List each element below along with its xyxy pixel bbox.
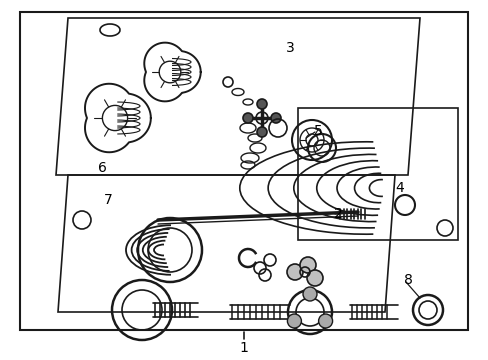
Circle shape bbox=[287, 314, 301, 328]
Text: 7: 7 bbox=[103, 193, 112, 207]
Text: 3: 3 bbox=[285, 41, 294, 55]
Text: 1: 1 bbox=[239, 341, 248, 355]
Circle shape bbox=[318, 314, 332, 328]
Text: 2: 2 bbox=[333, 207, 342, 221]
Circle shape bbox=[299, 257, 315, 273]
Circle shape bbox=[303, 287, 316, 301]
Circle shape bbox=[243, 113, 252, 123]
Circle shape bbox=[270, 113, 281, 123]
Circle shape bbox=[286, 264, 303, 280]
Text: 4: 4 bbox=[395, 181, 404, 195]
Text: 6: 6 bbox=[98, 161, 106, 175]
Text: 8: 8 bbox=[403, 273, 411, 287]
Circle shape bbox=[257, 127, 266, 137]
Text: 5: 5 bbox=[313, 124, 322, 138]
Circle shape bbox=[306, 270, 323, 286]
Bar bbox=[20, 12, 467, 330]
Circle shape bbox=[257, 99, 266, 109]
